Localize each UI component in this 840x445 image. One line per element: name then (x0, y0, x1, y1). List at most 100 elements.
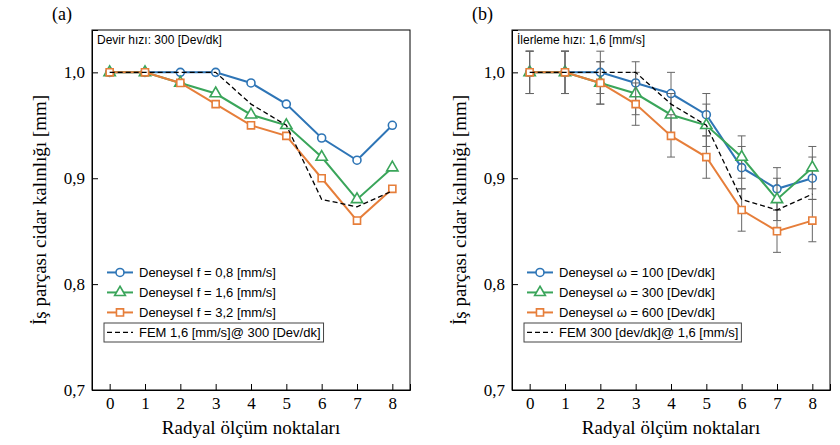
y-tick-mark (512, 178, 518, 179)
x-tick-label: 4 (247, 394, 256, 413)
error-bar (667, 115, 675, 157)
legend-label: Deneysel ω = 300 [Dev/dk] (559, 285, 715, 300)
y-tick-label: 1,0 (64, 63, 85, 82)
x-axis-line (93, 384, 411, 391)
legend-box (524, 323, 741, 342)
legend-marker (116, 268, 124, 276)
y-axis-title: İş parçası cidar kalınlığı [mm] (29, 95, 50, 325)
error-bar (773, 210, 781, 252)
x-axis-title: Radyal ölçüm noktaları (162, 417, 340, 438)
y-tick: 0,8 (64, 275, 98, 294)
y-tick-label: 0,9 (64, 169, 85, 188)
x-axis-line (513, 384, 831, 391)
legend-label: Deneysel f = 0,8 [mm/s] (139, 265, 276, 280)
series (106, 69, 396, 224)
x-tick-mark (392, 384, 393, 390)
x-tick-mark (145, 384, 146, 390)
x-tick: 3 (212, 384, 221, 413)
error-bar (702, 136, 710, 178)
panel-title: İlerleme hızı: 1,6 [mm/s] (517, 33, 645, 47)
legend-entry: Deneysel f = 0,8 [mm/s] (107, 265, 276, 280)
x-axis: 012345678 (93, 384, 411, 413)
y-tick-mark (92, 178, 98, 179)
marker (318, 134, 326, 142)
series-line (110, 72, 393, 199)
legend-box (104, 323, 324, 342)
marker (245, 108, 256, 118)
x-tick-mark (812, 384, 813, 390)
legend-label: Deneysel ω = 100 [Dev/dk] (559, 265, 715, 280)
y-tick: 0,7 (64, 381, 98, 400)
legend-label: FEM 300 [dev/dk]@ 1,6 [mm/s] (559, 325, 738, 340)
y-tick: 0,9 (484, 169, 518, 188)
legend-entry: FEM 1,6 [mm/s]@ 300 [Dev/dk] (104, 323, 324, 342)
legend: Deneysel f = 0,8 [mm/s] Deneysel f = 1,6 … (104, 265, 324, 342)
y-tick-mark (512, 390, 518, 391)
x-tick-label: 7 (773, 394, 782, 413)
legend-marker (536, 309, 543, 316)
x-tick: 4 (667, 384, 676, 413)
marker (597, 79, 604, 86)
x-tick: 6 (318, 384, 327, 413)
marker (175, 76, 186, 86)
y-tick-label: 0,8 (484, 275, 505, 294)
x-tick-mark (286, 384, 287, 390)
marker (773, 228, 780, 235)
series (104, 66, 398, 203)
marker (703, 154, 710, 161)
legend: Deneysel ω = 100 [Dev/dk] Deneysel ω = 30… (524, 265, 741, 342)
marker (353, 156, 361, 164)
error-bar (596, 62, 604, 104)
series-line (530, 72, 813, 210)
marker (139, 66, 150, 76)
legend-entry: FEM 300 [dev/dk]@ 1,6 [mm/s] (524, 323, 741, 342)
panel-label: (b) (472, 4, 493, 25)
marker (738, 206, 745, 213)
y-axis: 0,70,80,91,0 (484, 31, 518, 400)
marker (210, 87, 221, 97)
y-tick-label: 0,7 (64, 381, 86, 400)
legend-swatch (107, 332, 133, 333)
marker (387, 161, 398, 171)
x-tick-label: 4 (667, 394, 676, 413)
y-tick: 0,8 (484, 275, 518, 294)
x-tick-mark (636, 384, 637, 390)
series-line (110, 72, 393, 220)
y-axis-title: İş parçası cidar kalınlığı [mm] (449, 95, 470, 325)
series-line (530, 72, 813, 231)
x-tick-label: 6 (318, 394, 327, 413)
y-tick-mark (92, 72, 98, 73)
y-axis-line (93, 31, 99, 391)
marker (351, 193, 362, 203)
plot-area (524, 51, 818, 252)
panel-title: Devir hızı: 300 [Dev/dk] (97, 33, 222, 47)
plot-area (104, 66, 398, 224)
y-tick-mark (92, 390, 98, 391)
error-bar (596, 62, 604, 104)
x-tick: 7 (353, 384, 362, 413)
legend-label: Deneysel ω = 600 [Dev/dk] (559, 305, 715, 320)
x-tick-label: 8 (389, 394, 398, 413)
x-tick-mark (742, 384, 743, 390)
y-tick-label: 0,9 (484, 169, 505, 188)
series (530, 72, 813, 210)
x-tick-label: 1 (141, 394, 150, 413)
x-tick-mark (251, 384, 252, 390)
error-bar (808, 199, 816, 241)
series (524, 51, 818, 220)
x-tick: 0 (106, 384, 115, 413)
series-line (110, 72, 393, 160)
legend-marker (535, 286, 546, 295)
x-tick: 7 (773, 384, 782, 413)
y-tick: 1,0 (484, 63, 518, 82)
marker (316, 151, 327, 161)
marker (282, 100, 290, 108)
x-tick: 6 (738, 384, 747, 413)
series (106, 68, 397, 164)
error-bar (632, 83, 640, 125)
marker (667, 132, 674, 139)
legend-label: Deneysel f = 1,6 [mm/s] (139, 285, 276, 300)
legend-entry: Deneysel f = 3,2 [mm/s] (107, 305, 276, 320)
x-tick: 2 (177, 384, 186, 413)
y-tick: 1,0 (64, 63, 98, 82)
